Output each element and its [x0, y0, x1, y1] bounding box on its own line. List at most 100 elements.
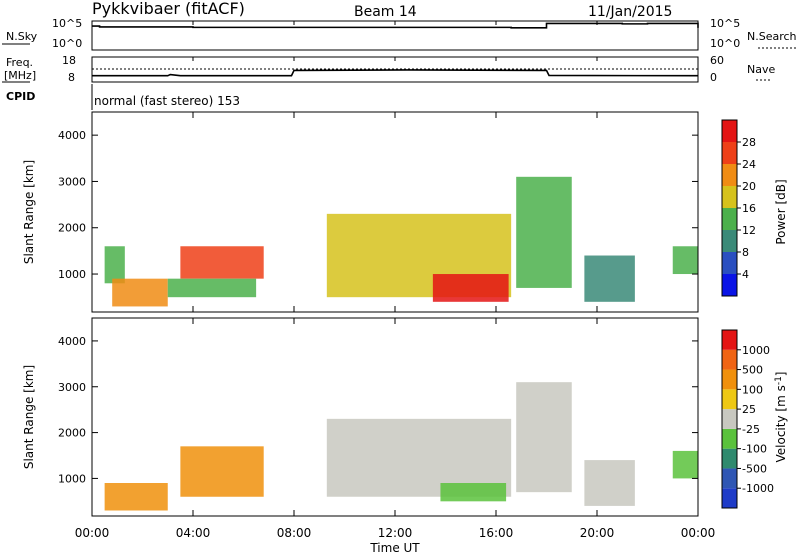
velocity-colorbar-label: Velocity [m s-1] — [774, 372, 788, 463]
power-ylabel: Slant Range [km] — [22, 160, 36, 264]
nsearch-tick-bottom: 10^0 — [710, 37, 740, 50]
date-title: 11/Jan/2015 — [588, 4, 672, 20]
colorbar-swatch — [722, 389, 737, 410]
x-tick-label: 12:00 — [378, 526, 413, 540]
scatter-region — [672, 450, 698, 479]
y-tick-label: 2000 — [58, 427, 86, 440]
colorbar-swatch — [722, 428, 737, 449]
velocity-panel: 1000 2000 3000 4000 Slant Range [km] 1000 50… — [22, 317, 788, 517]
nsky-line — [92, 22, 699, 29]
power-colorbar: 4 8 12 16 20 24 28 — [721, 119, 756, 297]
colorbar-tick-label: -100 — [742, 443, 767, 456]
scatter-region — [440, 483, 507, 502]
y-tick-label: 4000 — [58, 335, 86, 348]
freq-label-line2: [MHz] — [4, 69, 36, 82]
colorbar-tick-label: 28 — [742, 136, 756, 149]
scatter-region — [180, 446, 264, 497]
nave-label: Nave — [747, 63, 775, 76]
power-colorbar-label: Power [dB] — [774, 179, 788, 244]
power-y-ticks: 1000 2000 3000 4000 — [58, 129, 698, 281]
colorbar-swatch — [722, 164, 737, 186]
nsky-tick-top: 10^5 — [52, 17, 82, 30]
power-cells — [104, 176, 698, 307]
time-axis: 00:00 04:00 08:00 12:00 16:00 20:00 00:00 — [75, 21, 716, 540]
colorbar-tick-label: 25 — [742, 403, 756, 416]
colorbar-tick-label: -25 — [742, 423, 760, 436]
colorbar-tick-label: 1000 — [742, 344, 770, 357]
colorbar-tick-label: 8 — [742, 246, 749, 259]
colorbar-tick-label: 20 — [742, 180, 756, 193]
scatter-region — [112, 278, 168, 307]
colorbar-swatch — [722, 120, 737, 142]
colorbar-swatch — [722, 349, 737, 370]
nave-tick-top: 60 — [710, 54, 724, 67]
colorbar-swatch — [722, 488, 737, 508]
scatter-region — [516, 176, 572, 288]
scatter-region — [584, 460, 635, 506]
velocity-y-ticks: 1000 2000 3000 4000 — [58, 335, 698, 485]
colorbar-swatch — [722, 252, 737, 274]
y-tick-label: 2000 — [58, 222, 86, 235]
x-tick-label: 00:00 — [75, 526, 110, 540]
colorbar-tick-label: -500 — [742, 462, 767, 475]
colorbar-swatch — [722, 186, 737, 208]
beam-title: Beam 14 — [354, 4, 417, 20]
x-axis-label: Time UT — [369, 541, 420, 554]
y-tick-label: 3000 — [58, 381, 86, 394]
cpid-strip: CPID normal (fast stereo) 153 — [6, 84, 240, 110]
colorbar-swatch — [722, 274, 737, 296]
scatter-region — [167, 278, 257, 298]
colorbar-tick-label: -1000 — [742, 482, 774, 495]
nsky-strip: N.Sky 10^5 10^0 10^5 10^0 N.Search — [2, 17, 797, 51]
x-tick-label: 20:00 — [580, 526, 615, 540]
scatter-region — [516, 382, 572, 493]
scatter-region — [432, 274, 509, 302]
x-tick-label: 04:00 — [176, 526, 211, 540]
scatter-region — [584, 255, 635, 302]
colorbar-swatch — [722, 230, 737, 252]
cpid-text: normal (fast stereo) 153 — [94, 94, 240, 108]
station-title: Pykkvibaer (fitACF) — [92, 0, 245, 18]
y-tick-label: 3000 — [58, 175, 86, 188]
y-tick-label: 1000 — [58, 268, 86, 281]
y-tick-label: 1000 — [58, 472, 86, 485]
cpid-label: CPID — [6, 90, 35, 103]
colorbar-swatch — [722, 369, 737, 390]
colorbar-swatch — [722, 142, 737, 164]
scatter-region — [672, 246, 698, 275]
power-panel: 1000 2000 3000 4000 Slant Range [km] 4 8 12 16… — [22, 111, 788, 313]
velocity-colorbar: 1000 500 100 25 -25 -100 -500 -1000 — [721, 329, 774, 509]
freq-tick-bottom: 8 — [68, 71, 75, 84]
colorbar-tick-label: 500 — [742, 364, 763, 377]
x-tick-label: 16:00 — [479, 526, 514, 540]
velocity-ylabel: Slant Range [km] — [22, 365, 36, 469]
scatter-region — [104, 483, 168, 511]
colorbar-tick-label: 4 — [742, 268, 749, 281]
colorbar-tick-label: 16 — [742, 202, 756, 215]
nsearch-tick-top: 10^5 — [710, 17, 740, 30]
freq-label-line1: Freq. — [6, 56, 33, 69]
nsearch-label: N.Search — [747, 30, 797, 43]
velocity-cells — [104, 382, 698, 511]
y-tick-label: 4000 — [58, 129, 86, 142]
colorbar-swatch — [722, 448, 737, 469]
colorbar-tick-label: 12 — [742, 224, 756, 237]
colorbar-swatch — [722, 409, 737, 429]
nsky-tick-bottom: 10^0 — [52, 37, 82, 50]
freq-tick-top: 18 — [62, 54, 76, 67]
x-tick-label: 08:00 — [277, 526, 312, 540]
nave-tick-bottom: 0 — [710, 71, 717, 84]
scatter-region — [180, 246, 264, 279]
freq-strip: Freq. [MHz] 18 8 60 0 Nave — [2, 54, 775, 84]
colorbar-tick-label: 24 — [742, 158, 756, 171]
colorbar-swatch — [722, 208, 737, 230]
freq-line — [92, 69, 699, 77]
x-tick-label: 00:00 — [681, 526, 716, 540]
colorbar-swatch — [722, 330, 737, 350]
colorbar-tick-label: 100 — [742, 383, 763, 396]
scatter-region — [104, 246, 125, 284]
nsky-label: N.Sky — [6, 30, 38, 43]
colorbar-swatch — [722, 468, 737, 489]
